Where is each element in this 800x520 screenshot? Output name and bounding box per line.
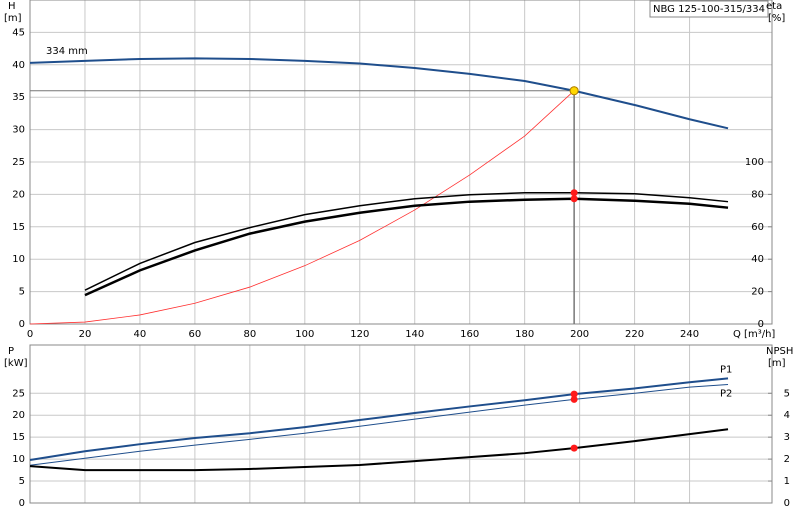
y-tick-label: 30 <box>12 125 25 136</box>
series-line <box>84 192 729 291</box>
x-tick-label: 140 <box>405 329 424 340</box>
y-axis-label: P <box>8 346 14 357</box>
y-tick-label: 20 <box>12 410 25 421</box>
y-tick-label: 35 <box>12 92 25 103</box>
plot-frame <box>29 344 773 504</box>
y2-tick-label: 0 <box>758 319 764 330</box>
curve-label: P1 <box>720 364 732 375</box>
y-tick-label: 10 <box>12 454 25 465</box>
x-tick-label: 80 <box>243 329 256 340</box>
x-tick-label: 100 <box>295 329 314 340</box>
y2-tick-label: 5 <box>784 388 790 399</box>
y-axis-unit: [m] <box>4 13 22 24</box>
x-tick-label: 60 <box>189 329 202 340</box>
y-tick-label: 25 <box>12 157 25 168</box>
y-tick-label: 40 <box>12 60 25 71</box>
x-tick-label: 120 <box>350 329 369 340</box>
duty-marker <box>569 86 579 96</box>
y2-tick-label: 80 <box>751 189 764 200</box>
series-line <box>29 384 729 466</box>
curve-label: 334 mm <box>46 46 88 57</box>
y-tick-label: 0 <box>19 319 25 330</box>
duty-marker <box>570 444 578 452</box>
x-tick-label: 40 <box>134 329 147 340</box>
y-axis-label: H <box>8 1 16 12</box>
y-tick-label: 10 <box>12 254 25 265</box>
x-axis-label: Q [m³/h] <box>733 329 775 340</box>
y-tick-label: 25 <box>12 388 25 399</box>
model-label: NBG 125-100-315/334 <box>653 4 765 15</box>
duty-marker <box>570 189 578 197</box>
x-tick-label: 240 <box>680 329 699 340</box>
series-line <box>29 377 729 461</box>
y2-axis-unit: [m] <box>768 358 786 369</box>
y-tick-label: 5 <box>19 476 25 487</box>
curve-label: P2 <box>720 389 732 400</box>
y2-tick-label: 60 <box>751 222 764 233</box>
x-tick-label: 180 <box>515 329 534 340</box>
x-tick-label: 20 <box>79 329 92 340</box>
model-box <box>649 0 769 18</box>
y2-tick-label: 4 <box>784 410 790 421</box>
y2-axis-label: NPSH <box>766 346 793 357</box>
duty-marker <box>570 395 578 403</box>
series-line <box>29 428 729 472</box>
series-line <box>84 197 729 297</box>
y2-axis-label: eta <box>766 1 782 12</box>
y2-axis-unit: [%] <box>768 13 785 24</box>
y2-tick-label: 1 <box>784 476 790 487</box>
y-tick-label: 45 <box>12 27 25 38</box>
y2-tick-label: 100 <box>745 157 764 168</box>
duty-marker <box>570 195 578 203</box>
y-tick-label: 0 <box>19 498 25 509</box>
x-tick-label: 200 <box>570 329 589 340</box>
y-tick-label: 15 <box>12 432 25 443</box>
x-tick-label: 0 <box>27 329 33 340</box>
x-tick-label: 220 <box>625 329 644 340</box>
series-line <box>29 57 729 130</box>
y2-tick-label: 40 <box>751 254 764 265</box>
y2-tick-label: 0 <box>784 498 790 509</box>
x-tick-label: 160 <box>460 329 479 340</box>
y2-tick-label: 2 <box>784 454 790 465</box>
y-tick-label: 15 <box>12 222 25 233</box>
series-line <box>29 90 575 325</box>
duty-marker <box>570 390 578 398</box>
y-tick-label: 5 <box>19 287 25 298</box>
y-tick-label: 20 <box>12 189 25 200</box>
y2-tick-label: 3 <box>784 432 790 443</box>
y-axis-unit: [kW] <box>4 358 28 369</box>
y2-tick-label: 20 <box>751 287 764 298</box>
